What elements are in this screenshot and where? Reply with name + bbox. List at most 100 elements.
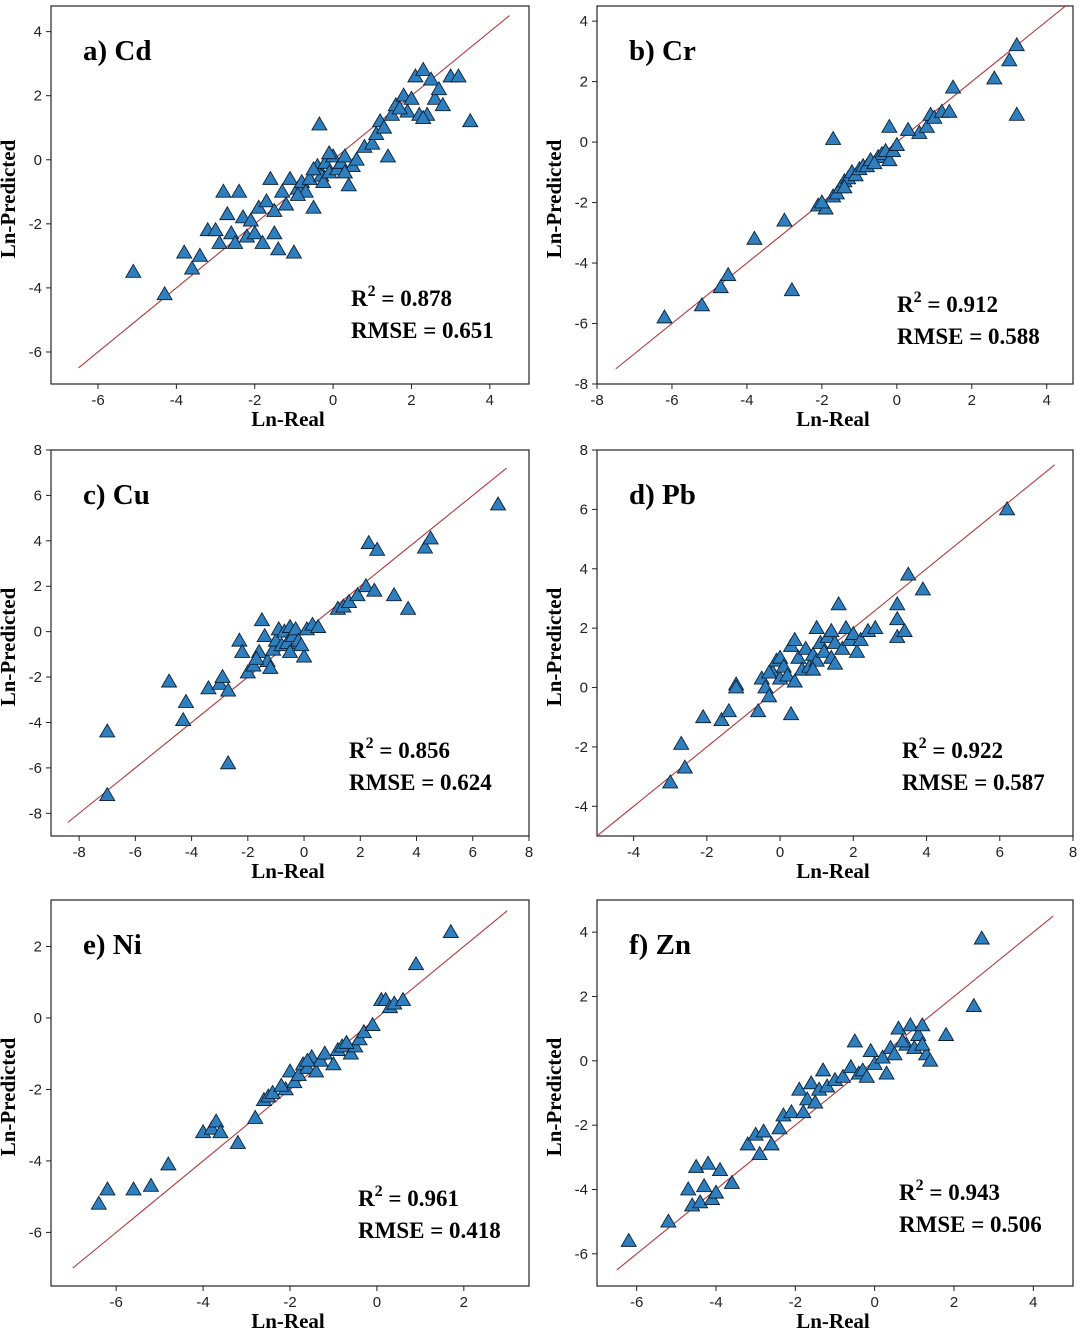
- y-tick-label: -2: [29, 1081, 42, 1098]
- data-point: [852, 631, 869, 646]
- r2-label: R2 = 0.856: [349, 735, 450, 763]
- r2-superscript: 2: [916, 1177, 924, 1194]
- x-tick-label: -4: [170, 392, 183, 409]
- y-tick-label: -6: [575, 316, 588, 333]
- data-point: [620, 1232, 638, 1247]
- data-point: [273, 1077, 290, 1092]
- x-tick-label: -4: [627, 844, 640, 861]
- plot-frame: [596, 5, 1074, 385]
- r2-superscript: 2: [375, 1183, 383, 1200]
- data-point: [316, 1045, 334, 1060]
- x-tick-label: -6: [91, 392, 104, 409]
- data-point: [802, 1074, 820, 1090]
- data-point: [414, 109, 432, 124]
- data-point: [203, 1120, 221, 1135]
- data-point: [315, 173, 332, 189]
- data-point: [779, 667, 796, 682]
- data-point: [836, 179, 853, 194]
- data-point: [391, 100, 408, 115]
- data-point: [746, 230, 763, 245]
- data-point: [888, 596, 906, 611]
- data-point: [422, 71, 440, 86]
- x-tick-label: -8: [72, 844, 85, 861]
- r2-value: = 0.912: [922, 292, 998, 317]
- data-point: [712, 278, 729, 294]
- data-point: [175, 244, 193, 259]
- data-point: [266, 202, 283, 217]
- data-point: [1008, 106, 1026, 121]
- data-point: [866, 619, 884, 635]
- r2-superscript: 2: [914, 289, 922, 306]
- data-point: [834, 640, 851, 655]
- data-point: [200, 680, 217, 695]
- x-axis-title: Ln-Real: [251, 859, 325, 883]
- x-tick-label: 6: [996, 844, 1004, 861]
- data-point: [231, 632, 248, 647]
- data-points: [620, 930, 991, 1247]
- x-axis-title: Ln-Real: [251, 407, 325, 431]
- data-point: [791, 1081, 808, 1096]
- data-point: [858, 1068, 876, 1083]
- data-point: [229, 1134, 247, 1149]
- data-point: [1008, 36, 1026, 52]
- data-point: [878, 1065, 895, 1080]
- y-tick-label: -8: [575, 376, 588, 393]
- data-point: [824, 130, 842, 145]
- data-point: [739, 1136, 757, 1151]
- plot-frame: [50, 449, 530, 837]
- r2-letter: R: [351, 286, 368, 311]
- data-point: [902, 1017, 919, 1032]
- data-point: [212, 1123, 229, 1139]
- y-tick-label: 0: [34, 1010, 42, 1027]
- data-point: [407, 955, 425, 971]
- data-point: [998, 500, 1016, 516]
- x-tick-label: -4: [709, 1294, 722, 1311]
- r2-value: = 0.943: [924, 1180, 1000, 1205]
- data-point: [896, 622, 913, 637]
- data-point: [368, 541, 386, 556]
- plot-frame: [50, 5, 530, 385]
- x-tick-label: -2: [815, 392, 828, 409]
- data-point: [918, 118, 936, 133]
- data-point: [695, 1177, 713, 1193]
- data-point: [806, 1094, 824, 1109]
- data-point: [277, 196, 295, 211]
- data-points: [661, 500, 1016, 789]
- data-point: [336, 164, 354, 179]
- x-tick-label: 4: [1043, 392, 1051, 409]
- data-point: [289, 186, 307, 201]
- x-tick-label: -2: [241, 844, 254, 861]
- r2-label: R2 = 0.912: [897, 289, 998, 317]
- x-tick-label: 4: [922, 844, 930, 861]
- y-tick-label: 2: [580, 74, 588, 91]
- data-point: [305, 160, 322, 176]
- data-point: [340, 176, 358, 192]
- data-point: [783, 1103, 800, 1119]
- data-point: [299, 1059, 316, 1074]
- data-point: [207, 1113, 225, 1128]
- data-point: [307, 1063, 325, 1078]
- data-point: [124, 263, 142, 278]
- x-tick-label: -6: [665, 392, 678, 409]
- x-tick-label: -6: [129, 844, 142, 861]
- r2-label: R2 = 0.961: [358, 1183, 459, 1211]
- r2-value: = 0.961: [383, 1186, 459, 1211]
- panel-title: c) Cu: [83, 479, 150, 511]
- data-point: [679, 1181, 697, 1196]
- y-tick-label: 6: [580, 501, 588, 518]
- r2-label: R2 = 0.922: [902, 735, 1003, 763]
- x-tick-label: -8: [590, 392, 603, 409]
- data-point: [273, 183, 291, 198]
- y-tick-label: -6: [575, 1246, 588, 1263]
- data-point: [921, 1052, 939, 1067]
- data-point: [461, 112, 479, 128]
- data-point: [672, 735, 690, 750]
- data-point: [394, 991, 412, 1006]
- x-tick-label: 0: [373, 1294, 381, 1311]
- data-point: [219, 205, 236, 221]
- panel-title: d) Pb: [629, 479, 696, 511]
- y-tick-label: -2: [575, 739, 588, 756]
- r2-letter: R: [897, 292, 914, 317]
- data-point: [262, 659, 279, 674]
